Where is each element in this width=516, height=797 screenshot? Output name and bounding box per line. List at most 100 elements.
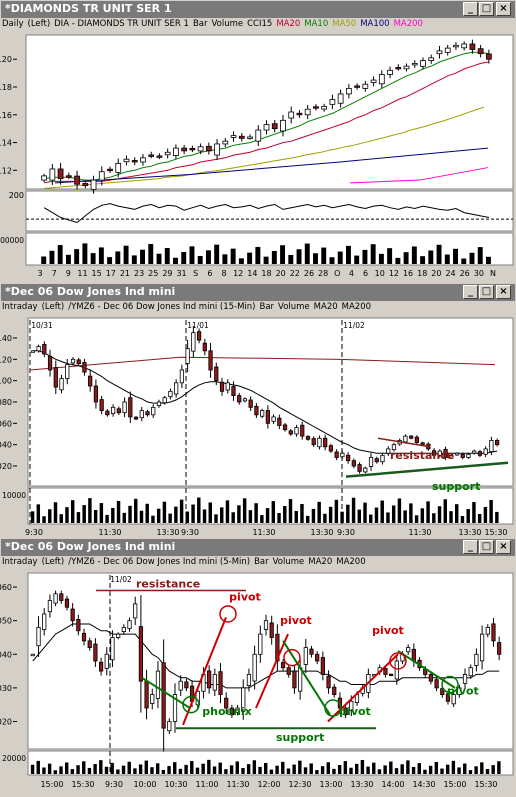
window-title: *Dec 06 Dow Jones Ind mini <box>5 285 176 298</box>
volume-bar <box>292 764 296 774</box>
volume-bar <box>134 498 138 523</box>
price-candle <box>57 168 64 180</box>
legend-item: MA20 <box>276 19 301 29</box>
date-label: 11/02 <box>110 575 132 584</box>
price-candle <box>263 620 269 630</box>
close-icon[interactable]: × <box>496 540 511 554</box>
volume-bar <box>202 509 207 523</box>
volume-bar <box>156 508 161 523</box>
maximize-icon[interactable]: □ <box>479 540 494 554</box>
price-candle <box>150 694 155 704</box>
volume-bar <box>397 498 402 523</box>
price-candle <box>288 430 293 435</box>
volume-bar <box>460 516 465 523</box>
x-tick-label: 13:30 <box>156 528 179 536</box>
price-candle <box>138 626 143 682</box>
price-candle <box>64 598 70 608</box>
price-candle <box>292 670 297 689</box>
volume-bar <box>311 508 316 523</box>
price-candle <box>42 344 47 355</box>
price-candle <box>394 660 399 680</box>
price-candle <box>110 637 115 661</box>
maximize-icon[interactable]: □ <box>479 285 494 299</box>
volume-bar <box>349 767 353 774</box>
volume-bar <box>90 253 96 264</box>
price-candle <box>70 608 75 622</box>
pivot-annotation: pivot <box>372 624 404 637</box>
price-candle <box>167 721 172 732</box>
volume-bar <box>457 767 461 774</box>
minimize-icon[interactable]: _ <box>463 2 478 16</box>
x-tick-label: 6 <box>363 269 368 278</box>
volume-bar <box>173 257 178 264</box>
price-candle <box>87 640 92 648</box>
window-titlebar[interactable]: *Dec 06 Dow Jones Ind mini _ □ × <box>1 539 515 556</box>
volume-bar <box>264 763 268 774</box>
price-candle <box>265 410 270 424</box>
x-tick-label: 10 <box>375 269 385 278</box>
price-candle <box>121 627 126 633</box>
pivot-annotation: pivot <box>280 614 312 627</box>
volume-bar <box>391 505 396 523</box>
price-candle <box>36 346 41 352</box>
legend-period: Daily <box>2 19 24 29</box>
price-candle <box>82 362 87 373</box>
x-tick-label: 9 <box>66 269 71 278</box>
window-titlebar[interactable]: *Dec 06 Dow Jones Ind mini _ □ × <box>1 284 515 301</box>
price-candle <box>98 171 105 181</box>
price-candle <box>489 440 494 453</box>
x-tick-label: 12 <box>233 269 243 278</box>
volume-bar <box>288 254 294 264</box>
price-candle <box>436 50 443 55</box>
fifteen-min-chart-svg: 12140 12120 12100 12080 12060 12040 12020 10/31… <box>0 317 514 536</box>
x-tick-label: 14:30 <box>412 780 435 789</box>
price-candle <box>222 140 229 145</box>
price-candle <box>225 382 230 391</box>
volume-bar <box>477 247 483 264</box>
x-tick-label: 9:30 <box>105 780 123 789</box>
volume-bar <box>162 501 167 523</box>
price-candle <box>444 47 451 53</box>
close-icon[interactable]: × <box>496 285 511 299</box>
volume-bar <box>305 515 310 523</box>
close-icon[interactable]: × <box>496 2 511 16</box>
volume-bar <box>59 766 63 774</box>
price-candle <box>218 671 223 695</box>
resistance-line <box>377 437 431 448</box>
volume-bar <box>224 769 228 774</box>
price-candle <box>386 448 391 454</box>
volume-bar <box>242 498 247 523</box>
pivot-annotation: pivot <box>229 591 261 604</box>
volume-bar <box>151 515 155 523</box>
volume-bar <box>309 763 313 774</box>
price-candle <box>88 375 93 387</box>
volume-bar <box>303 767 308 774</box>
price-candle <box>151 406 156 416</box>
volume-bar <box>128 505 132 523</box>
volume-bar <box>275 765 279 774</box>
volume-bar <box>49 250 55 264</box>
chart-legend: Intraday (Left)/YMZ6 - Dec 06 Dow Jones I… <box>2 302 514 315</box>
minimize-icon[interactable]: _ <box>463 285 478 299</box>
legend-item: CCI15 <box>247 19 273 29</box>
price-candle <box>70 358 76 364</box>
price-candle <box>378 74 385 85</box>
window-titlebar[interactable]: *DIAMONDS TR UNIT SER 1 _ □ × <box>1 1 515 18</box>
volume-bar <box>445 764 450 774</box>
volume-bar <box>248 510 253 523</box>
volume-bar <box>414 515 419 523</box>
volume-bar <box>323 513 327 523</box>
y-tick-label: 114 <box>0 139 12 148</box>
price-candle <box>403 65 410 70</box>
price-candle <box>340 452 345 458</box>
price-candle <box>466 453 471 458</box>
maximize-icon[interactable]: □ <box>479 2 494 16</box>
x-tick-label: 11:30 <box>226 780 249 789</box>
price-candle <box>303 647 308 665</box>
minimize-icon[interactable]: _ <box>463 540 478 554</box>
x-tick-label: 18 <box>261 269 271 278</box>
price-candle <box>449 454 454 459</box>
price-candle <box>162 397 167 404</box>
price-pane <box>27 317 514 487</box>
date-label: 10/31 <box>31 321 53 330</box>
